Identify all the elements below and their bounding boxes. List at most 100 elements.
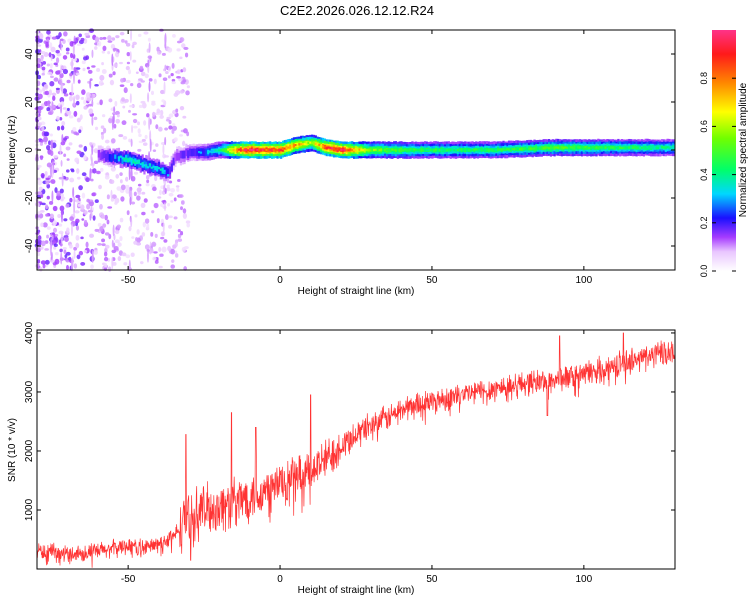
spectrogram-noise-dot [69,216,74,221]
spectrogram-noise-dot [119,217,124,223]
spectrogram-noise-stripe [113,242,116,250]
spectrogram-ridge-cell [261,148,265,151]
spectrogram-noise-dot [85,92,91,99]
spectrogram-ridge-cell [476,148,480,151]
spectrogram-noise-dot [76,150,82,154]
spectrogram-noise-dot [114,229,120,235]
spectrogram-noise-dot [39,142,44,146]
spectrogram-ridge-cell [360,148,363,151]
spectrogram-noise-dot [91,192,96,197]
spectrogram-noise-dot [53,246,57,250]
spectrogram-noise-dot [128,104,134,108]
spectrogram-noise-stripe [111,256,114,270]
spectrogram-noise-dot [54,258,60,265]
spectrogram-noise-dot [56,190,62,197]
snr-x-tick-label: 0 [277,574,283,585]
spectrogram-ridge-cell [294,144,297,147]
spectrogram-noise-dot [130,252,135,258]
spectrogram-noise-dot [144,73,149,79]
spectrogram-noise-dot [110,166,116,172]
spectrogram-noise-dot [165,118,170,122]
spectrogram-noise-dot [55,87,61,91]
spectrogram-noise-dot [168,113,174,118]
spectrogram-noise-dot [37,211,41,215]
spectrogram-ridge-cell [108,154,111,162]
spectrogram-noise-dot [155,124,159,130]
spectrogram-noise-dot [82,67,86,72]
spectrogram-noise-stripe [164,33,167,47]
spectrogram-ridge-cell [300,143,303,146]
spectrogram-noise-dot [152,149,157,152]
spectrogram-noise-dot [132,113,138,116]
spectrogram-noise-stripe [162,144,165,155]
spectrogram-ridge-cell [179,150,183,159]
spectrogram-ridge-cell [548,147,551,150]
spectrogram-ridge-cell [467,148,471,152]
spectrogram-noise-dot [127,109,131,113]
spectrogram-ridge-cell [464,148,467,151]
spectrogram-ridge-cell [194,148,197,157]
spectrogram-noise-dot [140,71,146,77]
spectrogram-noise-dot [75,242,80,249]
spectrogram-ridge-cell [269,148,272,151]
spectrogram-ridge-cell [383,149,387,152]
spectrogram-ridge-cell [493,149,496,152]
spectrogram-noise-dot [103,251,108,257]
spectrogram-ridge-cell [465,148,469,152]
spectrogram-ridge-cell [272,149,275,152]
spectrogram-noise-dot [173,137,178,142]
spectrogram-ridge-cell [259,149,263,152]
spectrogram-noise-stripe [73,35,76,42]
spectrogram-noise-dot [170,200,174,203]
spectrogram-noise-dot [158,126,163,132]
spectrogram-ridge-cell [409,148,412,151]
spectrogram-noise-stripe [70,223,73,237]
spectrogram-ridge-cell [121,157,124,160]
spectrogram-noise-dot [65,251,71,256]
spectrogram-ridge-cell [309,141,312,144]
spectrogram-ridge-cell [351,149,354,152]
spectrogram-noise-dot [182,140,186,147]
spectrogram-ridge-cell [520,148,523,151]
spectrogram-noise-stripe [73,196,76,203]
spectrogram-noise-dot [157,196,162,199]
spectrogram-ridge-cell [416,149,419,152]
spectrogram-noise-stripe [71,58,74,71]
spectrogram-noise-dot [112,48,118,51]
spectrogram-noise-dot [36,164,42,168]
spectrogram-noise-dot [178,194,184,198]
spectrogram-noise-dot [126,52,131,57]
spectrogram-ridge-cell [586,146,589,150]
spectrogram-noise-dot [39,266,43,272]
spectrogram-noise-dot [141,102,147,109]
spectrogram-noise-dot [162,77,168,81]
spectrogram-noise-dot [168,119,172,125]
spectrogram-ridge-cell [331,147,334,150]
spectrogram-noise-dot [83,145,88,152]
spectrogram-ridge-cell [619,146,622,149]
spectrogram-noise-dot [81,60,86,65]
spectrogram-noise-dot [179,90,185,94]
spectrogram-ridge-cell [606,146,609,149]
spectrogram-noise-stripe [60,78,63,92]
spectrogram-noise-dot [168,180,173,184]
spectrogram-ridge-cell [651,146,655,149]
spectrogram-noise-dot [143,120,147,126]
spectrogram-noise-dot [123,87,128,94]
spectrogram-noise-dot [156,218,160,224]
spectrogram-noise-dot [136,195,141,201]
spectrogram-noise-dot [160,236,165,240]
spectrogram-noise-dot [182,115,187,119]
spectrogram-noise-dot [125,42,131,47]
spectrogram-ridge-cell [278,149,281,152]
spectrogram-noise-dot [119,84,125,87]
spectrogram-noise-dot [116,224,121,229]
spectrogram-noise-dot [132,118,138,124]
spectrogram-noise-dot [83,56,88,61]
spectrogram-ridge-cell [125,157,128,160]
spectrogram-ridge-cell [114,154,117,159]
spectrogram-noise-stripe [111,116,114,130]
spectrogram-noise-dot [41,202,46,206]
spectrogram-noise-dot [156,50,162,55]
spectrogram-noise-dot [112,71,116,76]
